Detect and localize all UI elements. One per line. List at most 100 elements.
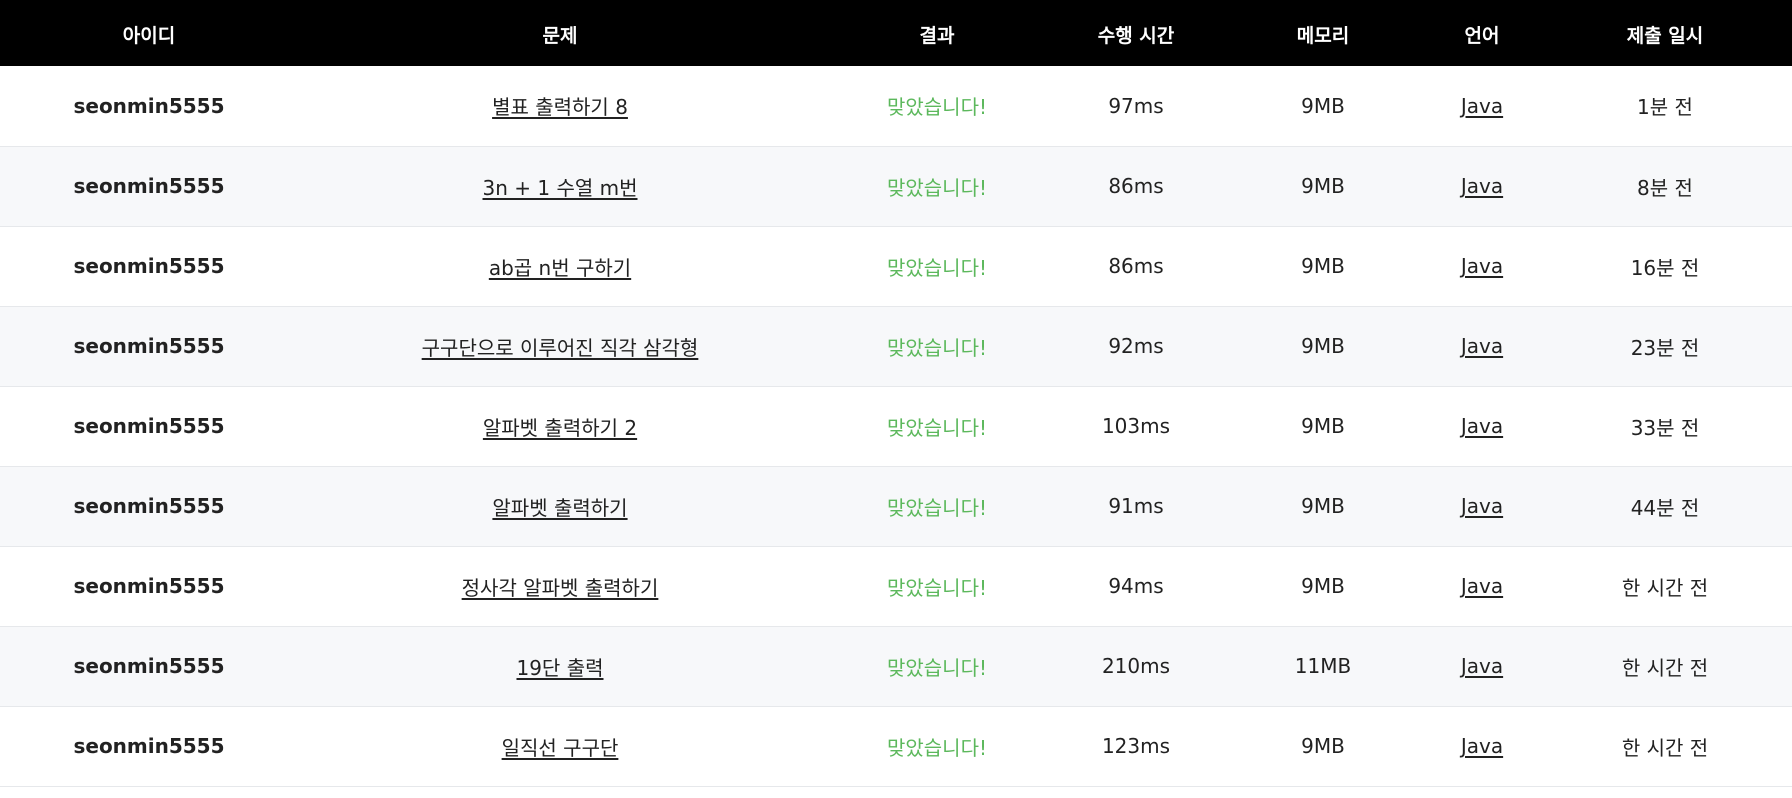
problem-link[interactable]: 알파벳 출력하기	[492, 495, 628, 520]
memory-cell: 9MB	[1301, 494, 1345, 518]
result-cell: 맞았습니다!	[822, 706, 1052, 786]
submitted-cell: 33분 전	[1630, 415, 1700, 440]
problem-cell: 알파벳 출력하기	[298, 466, 822, 546]
memory-cell: 9MB	[1301, 93, 1345, 118]
user-id-cell: seonmin5555	[0, 706, 298, 786]
time-cell: 97ms	[1108, 93, 1164, 118]
user-id: seonmin5555	[73, 574, 225, 598]
language-link[interactable]: Java	[1460, 574, 1504, 598]
language-cell: Java	[1426, 66, 1538, 146]
user-id: seonmin5555	[73, 654, 225, 678]
language-link[interactable]: Java	[1460, 93, 1504, 118]
table-row: seonmin5555 일직선 구구단 맞았습니다! 123ms 9MB Jav…	[0, 706, 1792, 786]
result-status: 맞았습니다!	[886, 95, 988, 120]
problem-cell: 구구단으로 이루어진 직각 삼각형	[298, 306, 822, 386]
memory-cell: 9MB	[1301, 414, 1345, 438]
problem-link[interactable]: ab곱 n번 구하기	[488, 255, 632, 280]
table-body: seonmin5555 별표 출력하기 8 맞았습니다! 97ms 9MB Ja…	[0, 66, 1792, 786]
user-id-cell: seonmin5555	[0, 306, 298, 386]
header-id: 아이디	[122, 25, 176, 47]
table-row: seonmin5555 ab곱 n번 구하기 맞았습니다! 86ms 9MB J…	[0, 226, 1792, 306]
table-row: seonmin5555 19단 출력 맞았습니다! 210ms 11MB Jav…	[0, 626, 1792, 706]
user-id: seonmin5555	[73, 494, 225, 518]
language-link[interactable]: Java	[1460, 734, 1504, 758]
table-row: seonmin5555 알파벳 출력하기 2 맞았습니다! 103ms 9MB …	[0, 386, 1792, 466]
problem-cell: ab곱 n번 구하기	[298, 226, 822, 306]
result-status: 맞았습니다!	[886, 495, 988, 520]
problem-cell: 정사각 알파벳 출력하기	[298, 546, 822, 626]
problem-link[interactable]: 19단 출력	[516, 655, 604, 680]
result-cell: 맞았습니다!	[822, 546, 1052, 626]
language-link[interactable]: Java	[1460, 494, 1504, 518]
header-row: 아이디 문제 결과 수행 시간 메모리 언어 제출 일시	[0, 0, 1792, 66]
time-cell: 210ms	[1101, 654, 1171, 678]
result-status: 맞았습니다!	[886, 735, 988, 760]
user-id: seonmin5555	[73, 93, 225, 118]
header-result: 결과	[919, 25, 955, 47]
submitted-cell: 한 시간 전	[1621, 575, 1709, 600]
language-link[interactable]: Java	[1460, 414, 1504, 438]
problem-link[interactable]: 별표 출력하기 8	[492, 95, 628, 120]
result-cell: 맞았습니다!	[822, 66, 1052, 146]
language-cell: Java	[1426, 386, 1538, 466]
header-time: 수행 시간	[1097, 25, 1175, 47]
language-link[interactable]: Java	[1460, 654, 1504, 678]
language-cell: Java	[1426, 146, 1538, 226]
time-cell: 86ms	[1108, 174, 1164, 198]
memory-cell: 11MB	[1294, 654, 1352, 678]
language-link[interactable]: Java	[1460, 254, 1504, 278]
table-row: seonmin5555 알파벳 출력하기 맞았습니다! 91ms 9MB Jav…	[0, 466, 1792, 546]
problem-link[interactable]: 일직선 구구단	[501, 735, 619, 760]
memory-cell: 9MB	[1301, 574, 1345, 598]
memory-cell: 9MB	[1301, 334, 1345, 358]
memory-cell: 9MB	[1301, 734, 1345, 758]
problem-cell: 별표 출력하기 8	[298, 66, 822, 146]
problem-link[interactable]: 알파벳 출력하기 2	[482, 415, 638, 440]
time-cell: 92ms	[1108, 334, 1164, 358]
table-row: seonmin5555 구구단으로 이루어진 직각 삼각형 맞았습니다! 92m…	[0, 306, 1792, 386]
header-memory: 메모리	[1296, 25, 1350, 47]
result-status: 맞았습니다!	[886, 415, 988, 440]
submitted-cell: 16분 전	[1630, 255, 1700, 280]
table-row: seonmin5555 별표 출력하기 8 맞았습니다! 97ms 9MB Ja…	[0, 66, 1792, 146]
result-cell: 맞았습니다!	[822, 226, 1052, 306]
table-header: 아이디 문제 결과 수행 시간 메모리 언어 제출 일시	[0, 0, 1792, 66]
user-id-cell: seonmin5555	[0, 386, 298, 466]
user-id: seonmin5555	[73, 254, 225, 278]
header-language: 언어	[1464, 25, 1500, 47]
memory-cell: 9MB	[1301, 254, 1345, 278]
user-id: seonmin5555	[73, 414, 225, 438]
problem-cell: 3n + 1 수열 m번	[298, 146, 822, 226]
user-id-cell: seonmin5555	[0, 226, 298, 306]
result-cell: 맞았습니다!	[822, 146, 1052, 226]
result-status: 맞았습니다!	[886, 255, 988, 280]
time-cell: 123ms	[1101, 734, 1171, 758]
time-cell: 103ms	[1101, 414, 1171, 438]
problem-link[interactable]: 정사각 알파벳 출력하기	[461, 575, 659, 600]
submitted-cell: 44분 전	[1630, 495, 1700, 520]
time-cell: 94ms	[1108, 574, 1164, 598]
submitted-cell: 8분 전	[1637, 175, 1693, 200]
language-cell: Java	[1426, 626, 1538, 706]
header-submitted: 제출 일시	[1626, 25, 1704, 47]
language-cell: Java	[1426, 706, 1538, 786]
language-cell: Java	[1426, 226, 1538, 306]
submitted-cell: 1분 전	[1637, 95, 1693, 120]
user-id: seonmin5555	[73, 174, 225, 198]
user-id-cell: seonmin5555	[0, 66, 298, 146]
language-link[interactable]: Java	[1460, 174, 1504, 198]
problem-link[interactable]: 구구단으로 이루어진 직각 삼각형	[421, 335, 699, 360]
submitted-cell: 한 시간 전	[1621, 735, 1709, 760]
user-id-cell: seonmin5555	[0, 466, 298, 546]
problem-link[interactable]: 3n + 1 수열 m번	[482, 175, 638, 200]
problem-cell: 알파벳 출력하기 2	[298, 386, 822, 466]
result-cell: 맞았습니다!	[822, 306, 1052, 386]
result-status: 맞았습니다!	[886, 175, 988, 200]
language-link[interactable]: Java	[1460, 334, 1504, 358]
time-cell: 86ms	[1108, 254, 1164, 278]
problem-cell: 일직선 구구단	[298, 706, 822, 786]
result-cell: 맞았습니다!	[822, 466, 1052, 546]
language-cell: Java	[1426, 306, 1538, 386]
result-status: 맞았습니다!	[886, 335, 988, 360]
memory-cell: 9MB	[1301, 174, 1345, 198]
